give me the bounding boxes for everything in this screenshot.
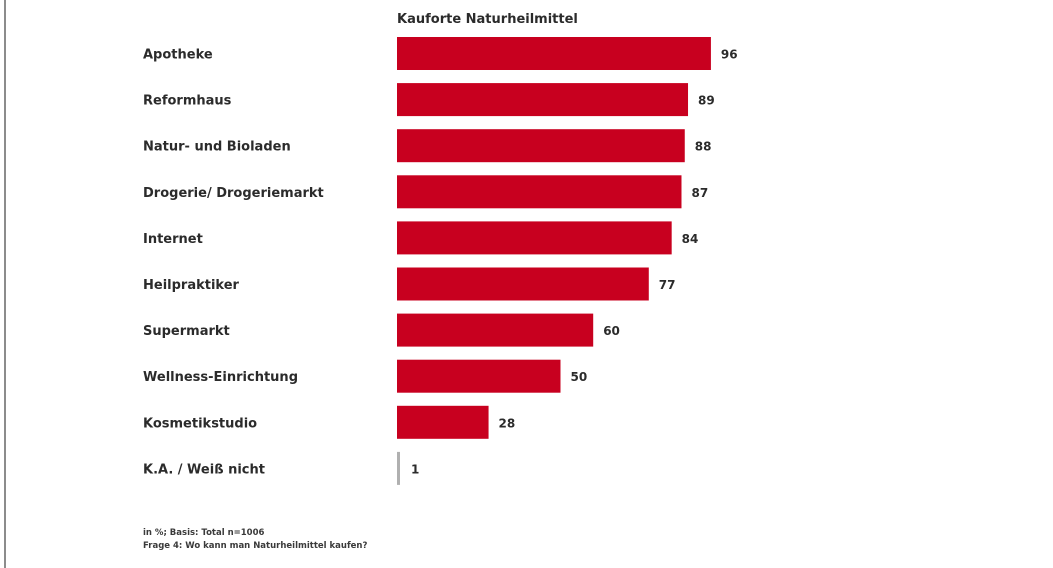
chart-title: Kauforte Naturheilmittel bbox=[397, 12, 578, 27]
bar-heilpraktiker bbox=[397, 267, 649, 301]
value-label-k-a-wei-nicht: 1 bbox=[411, 462, 419, 476]
value-label-kosmetikstudio: 28 bbox=[499, 416, 516, 430]
value-label-drogerie-drogeriemarkt: 87 bbox=[691, 186, 708, 200]
bar-apotheke bbox=[397, 37, 711, 70]
category-label-supermarkt: Supermarkt bbox=[143, 324, 230, 339]
category-label-reformhaus: Reformhaus bbox=[143, 94, 232, 109]
frame-border-line bbox=[4, 0, 6, 568]
bar-k-a-wei-nicht bbox=[397, 451, 400, 485]
bar-supermarkt bbox=[397, 313, 594, 347]
bars-group: Apotheke 96 Reformhaus 89 Natur- und Biolade… bbox=[143, 37, 738, 485]
bar-drogerie-drogeriemarkt bbox=[397, 175, 682, 209]
category-label-natur-und-bioladen: Natur- und Bioladen bbox=[143, 140, 291, 155]
value-label-natur-und-bioladen: 88 bbox=[695, 140, 712, 154]
value-label-supermarkt: 60 bbox=[603, 324, 620, 338]
category-label-drogerie-drogeriemarkt: Drogerie/ Drogeriemarkt bbox=[143, 186, 324, 201]
bar-internet bbox=[397, 221, 672, 255]
category-label-wellness-einrichtung: Wellness-Einrichtung bbox=[143, 370, 298, 385]
category-label-k-a-wei-nicht: K.A. / Weiß nicht bbox=[143, 462, 265, 477]
value-label-internet: 84 bbox=[682, 232, 699, 246]
category-label-apotheke: Apotheke bbox=[143, 48, 213, 63]
value-label-apotheke: 96 bbox=[721, 48, 738, 62]
bar-reformhaus bbox=[397, 83, 689, 117]
question-note: Frage 4: Wo kann man Naturheilmittel kau… bbox=[143, 541, 368, 551]
bar-natur-und-bioladen bbox=[397, 129, 685, 163]
bar-wellness-einrichtung bbox=[397, 359, 561, 393]
chart-notes: in %; Basis: Total n=1006 Frage 4: Wo ka… bbox=[143, 527, 367, 553]
category-label-heilpraktiker: Heilpraktiker bbox=[143, 278, 240, 293]
bar-kosmetikstudio bbox=[397, 405, 489, 439]
category-label-internet: Internet bbox=[143, 232, 203, 247]
value-label-heilpraktiker: 77 bbox=[659, 278, 676, 292]
value-label-wellness-einrichtung: 50 bbox=[571, 370, 588, 384]
category-label-kosmetikstudio: Kosmetikstudio bbox=[143, 416, 257, 431]
basis-note: in %; Basis: Total n=1006 bbox=[143, 528, 265, 538]
value-label-reformhaus: 89 bbox=[698, 94, 715, 108]
